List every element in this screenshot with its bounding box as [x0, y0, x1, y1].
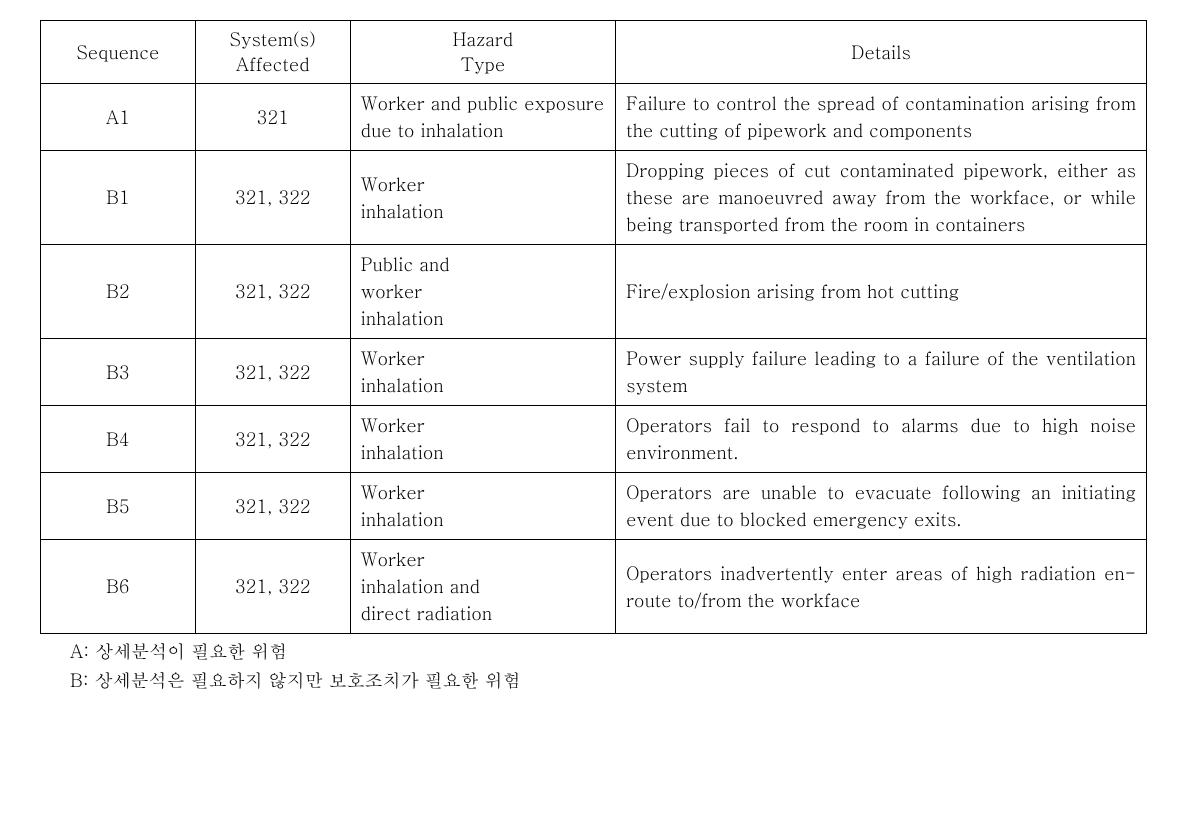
cell-sequence: B4	[41, 406, 196, 473]
cell-hazard: Workerinhalation	[350, 473, 615, 540]
cell-systems: 321, 322	[195, 473, 350, 540]
cell-details: Power supply failure leading to a failur…	[616, 339, 1147, 406]
cell-details: Operators fail to respond to alarms due …	[616, 406, 1147, 473]
cell-sequence: B2	[41, 245, 196, 339]
header-systems: System(s)Affected	[195, 21, 350, 84]
table-row: A1 321 Worker and public exposuredue to …	[41, 84, 1147, 151]
cell-sequence: B3	[41, 339, 196, 406]
hazard-table: Sequence System(s)Affected HazardType De…	[40, 20, 1147, 634]
cell-sequence: B1	[41, 151, 196, 245]
cell-systems: 321	[195, 84, 350, 151]
cell-systems: 321, 322	[195, 339, 350, 406]
cell-hazard: Workerinhalation anddirect radiation	[350, 540, 615, 634]
table-row: B6 321, 322 Workerinhalation anddirect r…	[41, 540, 1147, 634]
header-row: Sequence System(s)Affected HazardType De…	[41, 21, 1147, 84]
table-row: B5 321, 322 Workerinhalation Operators a…	[41, 473, 1147, 540]
table-row: B2 321, 322 Public andworkerinhalation F…	[41, 245, 1147, 339]
table-row: B1 321, 322 Workerinhalation Dropping pi…	[41, 151, 1147, 245]
header-details: Details	[616, 21, 1147, 84]
footnote-a: A: 상세분석이 필요한 위험	[70, 638, 1147, 667]
header-sequence: Sequence	[41, 21, 196, 84]
cell-systems: 321, 322	[195, 406, 350, 473]
cell-sequence: A1	[41, 84, 196, 151]
cell-details: Fire/explosion arising from hot cutting	[616, 245, 1147, 339]
cell-details: Failure to control the spread of contami…	[616, 84, 1147, 151]
cell-hazard: Workerinhalation	[350, 151, 615, 245]
cell-details: Operators inadvertently enter areas of h…	[616, 540, 1147, 634]
footnotes: A: 상세분석이 필요한 위험 B: 상세분석은 필요하지 않지만 보호조치가 …	[40, 638, 1147, 696]
cell-details: Dropping pieces of cut contaminated pipe…	[616, 151, 1147, 245]
cell-systems: 321, 322	[195, 245, 350, 339]
table-row: B3 321, 322 Workerinhalation Power suppl…	[41, 339, 1147, 406]
cell-hazard: Public andworkerinhalation	[350, 245, 615, 339]
cell-hazard: Worker and public exposuredue to inhalat…	[350, 84, 615, 151]
header-hazard: HazardType	[350, 21, 615, 84]
footnote-b: B: 상세분석은 필요하지 않지만 보호조치가 필요한 위험	[70, 667, 1147, 696]
cell-details: Operators are unable to evacuate followi…	[616, 473, 1147, 540]
cell-sequence: B5	[41, 473, 196, 540]
cell-hazard: Workerinhalation	[350, 406, 615, 473]
cell-hazard: Workerinhalation	[350, 339, 615, 406]
table-row: B4 321, 322 Workerinhalation Operators f…	[41, 406, 1147, 473]
cell-systems: 321, 322	[195, 540, 350, 634]
cell-systems: 321, 322	[195, 151, 350, 245]
cell-sequence: B6	[41, 540, 196, 634]
